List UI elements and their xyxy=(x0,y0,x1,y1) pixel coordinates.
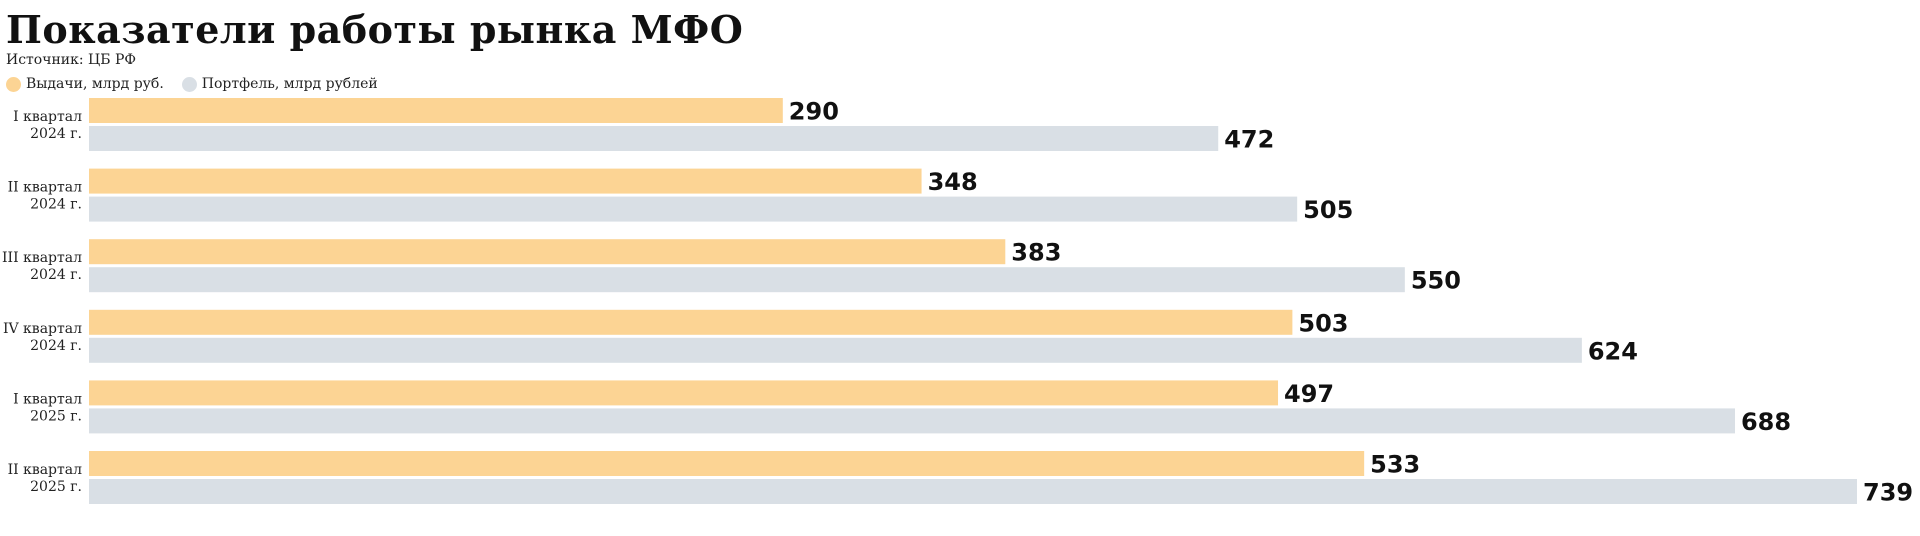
category-label-line: 2024 г. xyxy=(30,338,82,354)
category-label: I квартал 2024 г. xyxy=(13,109,82,142)
legend-label-issuance: Выдачи, млрд руб. xyxy=(26,76,164,92)
bar-issuance xyxy=(89,168,922,194)
category-label-line: II квартал xyxy=(8,180,83,196)
category-label-line: I квартал xyxy=(13,109,82,125)
value-label-portfolio: 472 xyxy=(1224,126,1274,154)
value-label-portfolio: 550 xyxy=(1411,267,1461,295)
bar-issuance xyxy=(89,98,783,123)
category-label-line: 2025 г. xyxy=(30,408,82,424)
value-label-issuance: 383 xyxy=(1011,239,1061,267)
value-label-issuance: 348 xyxy=(928,168,978,196)
category-label: III квартал 2024 г. xyxy=(2,250,82,283)
chart-title: Показатели работы рынка МФО xyxy=(6,7,744,52)
bar-portfolio xyxy=(89,479,1857,504)
chart-source: Источник: ЦБ РФ xyxy=(6,52,137,68)
bar-issuance xyxy=(89,239,1006,265)
category-label-line: III квартал xyxy=(2,250,82,266)
legend-label-portfolio: Портфель, млрд рублей xyxy=(201,76,378,92)
bar-portfolio xyxy=(89,267,1405,293)
category-label-line: 2025 г. xyxy=(30,479,82,495)
value-label-portfolio: 688 xyxy=(1741,408,1791,436)
value-label-issuance: 503 xyxy=(1298,309,1348,337)
category-label-line: 2024 г. xyxy=(30,197,82,213)
category-label-line: IV квартал xyxy=(3,321,82,337)
value-label-portfolio: 739 xyxy=(1863,479,1913,507)
category-label: I квартал 2025 г. xyxy=(13,391,82,424)
category-label-line: I квартал xyxy=(13,391,82,407)
category-label-line: 2024 г. xyxy=(30,126,82,142)
bar-portfolio xyxy=(89,126,1219,151)
legend-item-portfolio: Портфель, млрд рублей xyxy=(181,75,378,93)
value-label-portfolio: 505 xyxy=(1303,196,1353,224)
bar-portfolio xyxy=(89,337,1582,363)
value-label-issuance: 497 xyxy=(1284,380,1334,408)
legend-item-issuance: Выдачи, млрд руб. xyxy=(6,75,164,93)
value-label-issuance: 290 xyxy=(789,98,839,126)
bar-issuance xyxy=(89,451,1365,476)
bar-portfolio xyxy=(89,408,1735,434)
legend-swatch-issuance xyxy=(6,76,21,92)
bar-issuance xyxy=(89,380,1279,406)
bar-issuance xyxy=(89,309,1293,335)
value-label-portfolio: 624 xyxy=(1588,337,1638,365)
category-label-line: II квартал xyxy=(8,462,83,478)
category-label: IV квартал 2024 г. xyxy=(3,321,82,354)
category-label: II квартал 2025 г. xyxy=(8,462,83,495)
legend: Выдачи, млрд руб. Портфель, млрд рублей xyxy=(6,75,396,93)
category-label-line: 2024 г. xyxy=(30,267,82,283)
legend-swatch-portfolio xyxy=(181,76,197,92)
value-label-issuance: 533 xyxy=(1370,451,1420,479)
bar-portfolio xyxy=(89,196,1298,222)
category-label: II квартал 2024 г. xyxy=(8,180,83,213)
